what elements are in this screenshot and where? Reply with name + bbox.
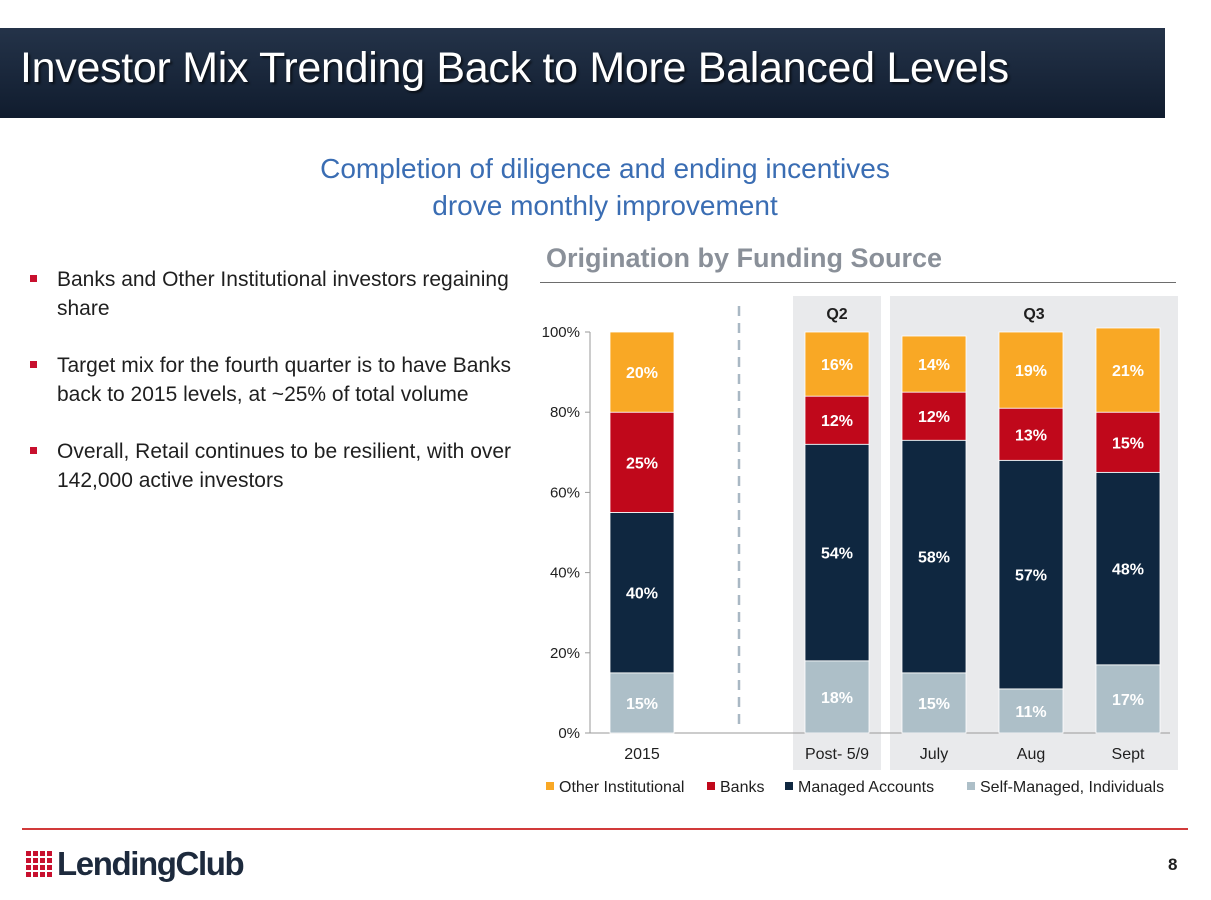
legend-swatch <box>546 782 554 790</box>
bar-segment <box>1095 664 1161 734</box>
data-label: 12% <box>918 409 950 426</box>
data-label: 54% <box>821 546 853 563</box>
x-tick-label: Sept <box>1112 746 1145 763</box>
bullet-marker-icon <box>30 361 37 368</box>
title-bar <box>0 28 1165 118</box>
bar-segment <box>998 459 1064 690</box>
bullet-text: Overall, Retail continues to be resilien… <box>57 440 512 492</box>
subtitle-line-1: Completion of diligence and ending incen… <box>320 153 890 184</box>
bullet-text: Target mix for the fourth quarter is to … <box>57 354 512 406</box>
data-label: 25% <box>626 455 658 472</box>
slide-title: Investor Mix Trending Back to More Balan… <box>20 44 1009 92</box>
legend-swatch <box>707 782 715 790</box>
bullet-list: Banks and Other Institutional investors … <box>30 265 520 523</box>
data-label: 15% <box>918 696 950 713</box>
bar-segment <box>804 331 870 397</box>
y-tick-label: 0% <box>558 725 580 742</box>
data-label: 19% <box>1015 363 1047 380</box>
y-tick-label: 80% <box>550 404 580 421</box>
bar-segment <box>1095 411 1161 473</box>
data-label: 15% <box>1112 435 1144 452</box>
bar-segment <box>609 672 675 734</box>
bar-segment <box>998 331 1064 409</box>
data-label: 15% <box>626 696 658 713</box>
legend-label: Self-Managed, Individuals <box>980 779 1164 796</box>
subtitle-line-2: drove monthly improvement <box>432 190 778 221</box>
y-tick-label: 100% <box>542 324 580 341</box>
stacked-bar-chart: Q2 Q3 0% 20% 40% 60% 80% 100% 15% 40% 25% 20% 2015 18… <box>542 296 1178 796</box>
bullet-item: Banks and Other Institutional investors … <box>30 265 520 323</box>
data-label: 14% <box>918 357 950 374</box>
bar-segment <box>1095 327 1161 413</box>
data-label: 57% <box>1015 568 1047 585</box>
data-label: 18% <box>821 690 853 707</box>
bar-segment <box>609 411 675 513</box>
data-label: 58% <box>918 550 950 567</box>
bar-segment <box>609 512 675 674</box>
quarter-label: Q3 <box>1023 306 1044 323</box>
bar-segment <box>1095 471 1161 666</box>
data-label: 12% <box>821 413 853 430</box>
bullet-text: Banks and Other Institutional investors … <box>57 268 509 320</box>
legend-label: Banks <box>720 779 764 796</box>
x-tick-label: 2015 <box>624 746 660 763</box>
bullet-marker-icon <box>30 275 37 282</box>
data-label: 17% <box>1112 692 1144 709</box>
bullet-marker-icon <box>30 447 37 454</box>
legend-swatch <box>785 782 793 790</box>
footer-divider <box>22 828 1188 830</box>
bullet-item: Overall, Retail continues to be resilien… <box>30 437 520 495</box>
bar-segment <box>804 395 870 445</box>
data-label: 16% <box>821 357 853 374</box>
x-tick-label: July <box>920 746 948 763</box>
legend-label: Managed Accounts <box>798 779 934 796</box>
logo-wordmark: LendingClub <box>57 845 245 882</box>
data-label: 48% <box>1112 562 1144 579</box>
data-label: 21% <box>1112 363 1144 380</box>
chart-title-rule <box>540 282 1176 283</box>
bar-segment <box>901 391 967 441</box>
y-tick-label: 60% <box>550 484 580 501</box>
quarter-label: Q2 <box>826 306 847 323</box>
y-tick-label: 20% <box>550 645 580 662</box>
legend-label: Other Institutional <box>559 779 684 796</box>
x-tick-label: Aug <box>1017 746 1045 763</box>
bar-segment <box>804 443 870 662</box>
bar-segment <box>609 331 675 413</box>
page-number: 8 <box>1168 855 1178 874</box>
x-tick-label: Post- 5/9 <box>805 746 869 763</box>
bar-segment <box>901 335 967 393</box>
bullet-item: Target mix for the fourth quarter is to … <box>30 351 520 409</box>
slide-subtitle: Completion of diligence and ending incen… <box>210 150 1000 224</box>
data-label: 11% <box>1015 704 1046 721</box>
legend-swatch <box>967 782 975 790</box>
data-label: 13% <box>1015 427 1047 444</box>
bar-segment <box>998 407 1064 461</box>
bar-segment <box>901 439 967 674</box>
data-label: 40% <box>626 586 658 603</box>
bar-segment <box>998 688 1064 734</box>
chart-title: Origination by Funding Source <box>546 243 942 273</box>
logo-grid-icon <box>26 851 53 878</box>
data-label: 20% <box>626 365 658 382</box>
y-tick-label: 40% <box>550 565 580 582</box>
